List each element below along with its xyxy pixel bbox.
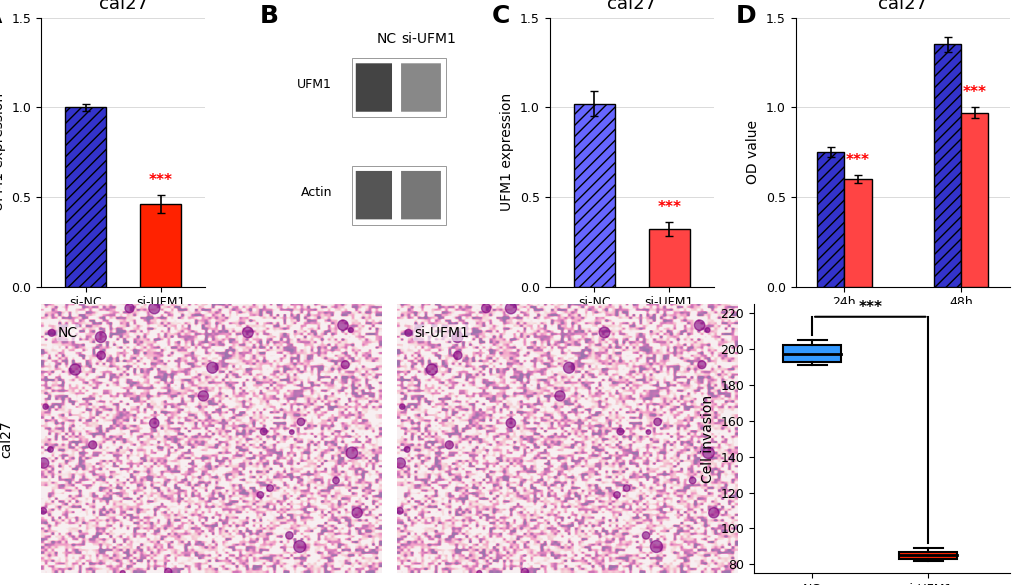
Point bbox=[649, 417, 665, 426]
Text: A: A bbox=[0, 4, 2, 28]
FancyBboxPatch shape bbox=[356, 171, 391, 219]
Point bbox=[262, 483, 278, 493]
Point bbox=[239, 328, 256, 337]
Point bbox=[423, 365, 439, 374]
Point bbox=[85, 441, 101, 450]
Text: ***: *** bbox=[656, 200, 681, 215]
Text: C: C bbox=[491, 4, 510, 28]
Y-axis label: Cell invasion: Cell invasion bbox=[700, 395, 714, 483]
Title: cal27: cal27 bbox=[99, 0, 148, 13]
Text: ***: *** bbox=[845, 153, 869, 168]
Point bbox=[336, 360, 353, 369]
Text: UFM1: UFM1 bbox=[298, 78, 332, 91]
Point bbox=[471, 569, 487, 578]
Y-axis label: UFM1 expression: UFM1 expression bbox=[499, 93, 514, 211]
Point bbox=[551, 391, 568, 401]
Point bbox=[611, 427, 628, 436]
Point bbox=[637, 531, 653, 540]
Point bbox=[93, 350, 109, 360]
Point bbox=[618, 483, 634, 493]
Point bbox=[252, 490, 268, 500]
Point bbox=[283, 428, 300, 437]
FancyBboxPatch shape bbox=[400, 171, 440, 219]
Point bbox=[640, 428, 656, 437]
Point bbox=[256, 427, 272, 436]
Text: ***: *** bbox=[857, 300, 881, 315]
Point bbox=[93, 332, 109, 342]
Point bbox=[391, 458, 408, 467]
FancyBboxPatch shape bbox=[356, 63, 391, 112]
Point bbox=[121, 304, 138, 313]
Point bbox=[399, 328, 416, 338]
Point bbox=[608, 490, 625, 500]
Bar bbox=[648, 229, 689, 287]
Point bbox=[35, 506, 51, 515]
Point bbox=[327, 476, 343, 485]
Point bbox=[449, 332, 466, 342]
Bar bbox=[933, 44, 960, 287]
Point bbox=[502, 304, 519, 313]
Bar bbox=[960, 113, 987, 287]
Point bbox=[67, 365, 84, 374]
Text: B: B bbox=[260, 4, 278, 28]
Point bbox=[440, 441, 457, 450]
Y-axis label: OD value: OD value bbox=[746, 120, 760, 184]
Bar bbox=[352, 166, 446, 225]
Bar bbox=[65, 107, 106, 287]
Point bbox=[596, 328, 612, 337]
Point bbox=[204, 363, 220, 373]
Point bbox=[291, 542, 308, 551]
Text: si-UFM1: si-UFM1 bbox=[414, 326, 469, 340]
Point bbox=[699, 325, 715, 335]
FancyBboxPatch shape bbox=[400, 63, 440, 112]
Point bbox=[478, 304, 494, 313]
Bar bbox=[899, 552, 957, 559]
Bar bbox=[574, 104, 614, 287]
Y-axis label: UFM1 expression: UFM1 expression bbox=[0, 93, 5, 211]
Bar bbox=[783, 346, 841, 362]
Point bbox=[684, 476, 700, 485]
Title: cal27: cal27 bbox=[877, 0, 926, 13]
Point bbox=[195, 391, 211, 401]
Point bbox=[43, 445, 59, 454]
Point bbox=[700, 448, 716, 457]
Point bbox=[114, 569, 130, 578]
Point bbox=[517, 567, 533, 577]
Text: ***: *** bbox=[149, 173, 172, 188]
Title: cal27: cal27 bbox=[606, 0, 656, 13]
Bar bbox=[352, 58, 446, 117]
Point bbox=[146, 304, 162, 313]
Point bbox=[705, 508, 721, 518]
Point bbox=[292, 417, 309, 426]
Point bbox=[38, 402, 54, 411]
Point bbox=[391, 506, 408, 515]
Point bbox=[502, 418, 519, 428]
Point bbox=[648, 542, 664, 551]
Point bbox=[146, 418, 162, 428]
Text: Actin: Actin bbox=[301, 186, 332, 199]
Text: cal27: cal27 bbox=[0, 420, 13, 457]
Text: si-UFM1: si-UFM1 bbox=[400, 32, 455, 46]
Point bbox=[560, 363, 577, 373]
Point bbox=[343, 448, 360, 457]
Point bbox=[160, 567, 176, 577]
Text: NC: NC bbox=[376, 32, 396, 46]
Point bbox=[334, 321, 351, 330]
Point bbox=[342, 325, 359, 335]
Point bbox=[398, 445, 415, 454]
Text: ***: *** bbox=[962, 85, 985, 100]
Point bbox=[281, 531, 298, 540]
Bar bbox=[140, 204, 181, 287]
Text: NC: NC bbox=[58, 326, 77, 340]
Point bbox=[44, 328, 60, 338]
Point bbox=[348, 508, 365, 518]
Bar bbox=[816, 152, 844, 287]
Bar bbox=[844, 179, 871, 287]
Point bbox=[393, 402, 410, 411]
Point bbox=[36, 458, 52, 467]
Point bbox=[691, 321, 707, 330]
Text: D: D bbox=[735, 4, 756, 28]
Point bbox=[449, 350, 466, 360]
Point bbox=[693, 360, 709, 369]
